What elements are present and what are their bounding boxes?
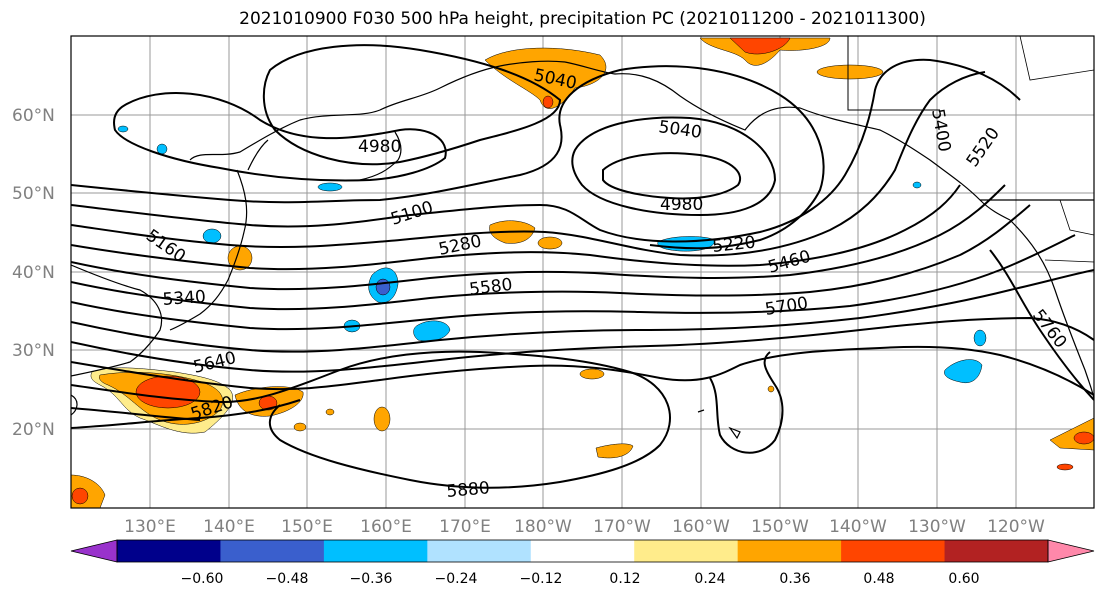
colorbar-cell (944, 540, 1049, 562)
map-title: 2021010900 F030 500 hPa height, precipit… (239, 9, 926, 29)
colorbar: −0.60 −0.48 −0.36 −0.24 −0.12 0.12 0.24 … (70, 539, 1095, 587)
colorbar-ticks: −0.60 −0.48 −0.36 −0.24 −0.12 0.12 0.24 … (181, 571, 980, 587)
colorbar-tick: −0.48 (266, 571, 309, 587)
colorbar-cell (323, 540, 428, 562)
coastlines (71, 36, 1094, 440)
lon-label: 180°W (514, 517, 572, 537)
colorbar-cell (220, 540, 325, 562)
lat-label: 30°N (12, 341, 55, 361)
colorbar-tick: 0.24 (694, 571, 725, 587)
colorbar-min-arrow (70, 539, 118, 563)
colorbar-tick: 0.36 (779, 571, 810, 587)
colorbar-cell (427, 540, 532, 562)
precip-shading (71, 37, 1094, 508)
lat-label: 60°N (12, 106, 55, 126)
colorbar-tick: 0.48 (863, 571, 894, 587)
contour-label: 4980 (660, 195, 703, 215)
lon-label: 170°E (439, 517, 491, 537)
lon-label: 140°W (829, 517, 887, 537)
colorbar-cells (117, 540, 1049, 562)
map-frame (70, 35, 1095, 509)
colorbar-cell (737, 540, 842, 562)
lon-label: 150°E (281, 517, 333, 537)
lon-label: 150°W (751, 517, 809, 537)
colorbar-cell (117, 540, 221, 562)
colorbar-tick: −0.36 (350, 571, 393, 587)
colorbar-tick: 0.60 (948, 571, 979, 587)
colorbar-tick: 0.12 (609, 571, 640, 587)
contour-label: 5220 (711, 233, 756, 257)
colorbar-cell (634, 540, 739, 562)
lon-label: 160°E (360, 517, 412, 537)
longitude-labels: 130°E 140°E 150°E 160°E 170°E 180°W 170°… (124, 517, 1045, 537)
lon-label: 130°W (908, 517, 966, 537)
lat-label: 20°N (12, 420, 55, 440)
height-contours (71, 44, 1094, 489)
colorbar-tick: −0.24 (435, 571, 478, 587)
colorbar-tick: −0.12 (520, 571, 563, 587)
lon-label: 140°E (203, 517, 255, 537)
lat-label: 50°N (12, 184, 55, 204)
lon-label: 120°W (987, 517, 1045, 537)
contour-label: 4980 (358, 137, 401, 157)
lon-label: 160°W (672, 517, 730, 537)
latitude-labels: 60°N 50°N 40°N 30°N 20°N (12, 106, 55, 440)
contour-label: 5340 (162, 287, 207, 310)
lon-label: 130°E (124, 517, 176, 537)
colorbar-max-arrow (1047, 539, 1095, 563)
lat-label: 40°N (12, 263, 55, 283)
colorbar-frame (116, 539, 1049, 563)
colorbar-cell (530, 540, 635, 562)
lon-label: 170°W (593, 517, 651, 537)
contour-label: 5880 (446, 478, 491, 502)
colorbar-tick: −0.60 (181, 571, 224, 587)
colorbar-cell (841, 540, 946, 562)
